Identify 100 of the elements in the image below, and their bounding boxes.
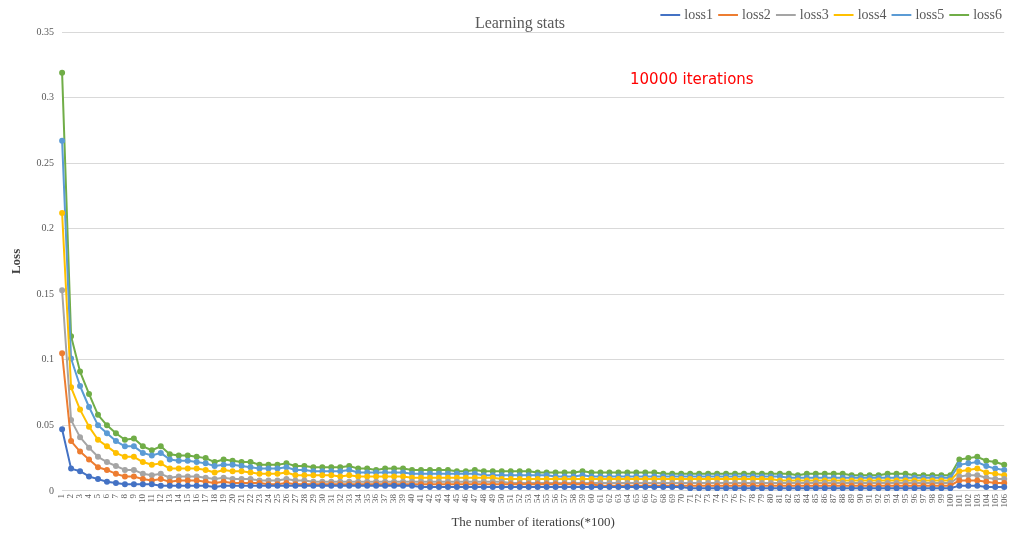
x-tick-label: 70 xyxy=(675,493,686,503)
x-tick-label: 22 xyxy=(244,493,255,503)
y-tick-label: 0.3 xyxy=(41,91,55,103)
x-tick-label: 45 xyxy=(451,493,462,503)
legend-label: loss4 xyxy=(857,6,887,22)
x-tick-label: 57 xyxy=(558,493,569,503)
y-tick-label: 0.35 xyxy=(36,25,55,37)
x-tick-label: 8 xyxy=(119,493,130,499)
x-tick-label: 79 xyxy=(756,493,767,503)
y-tick-label: 0.15 xyxy=(36,287,55,299)
x-tick-label: 19 xyxy=(217,493,228,503)
chart-title: Learning stats xyxy=(473,14,567,32)
x-tick-label: 4 xyxy=(83,493,94,499)
legend-label: loss5 xyxy=(915,6,945,22)
x-tick-label: 92 xyxy=(872,493,883,503)
x-tick-label: 104 xyxy=(980,493,991,508)
legend-label: loss6 xyxy=(973,6,1003,22)
x-tick-label: 73 xyxy=(702,493,713,503)
x-tick-label: 10 xyxy=(137,493,148,503)
x-tick-label: 31 xyxy=(325,493,336,503)
x-tick-label: 47 xyxy=(469,493,480,503)
x-tick-label: 106 xyxy=(998,493,1009,508)
x-tick-label: 53 xyxy=(523,493,534,503)
x-tick-label: 20 xyxy=(226,493,237,503)
x-tick-label: 39 xyxy=(397,493,408,503)
x-tick-label: 95 xyxy=(899,493,910,503)
x-tick-label: 99 xyxy=(935,493,946,503)
x-tick-label: 51 xyxy=(505,493,516,503)
x-tick-label: 85 xyxy=(810,493,821,503)
x-tick-label: 46 xyxy=(460,493,471,503)
x-axis-title: The number of iterations(*100) xyxy=(451,513,615,529)
x-tick-label: 62 xyxy=(603,493,614,503)
x-tick-label: 16 xyxy=(191,493,202,503)
x-tick-label: 54 xyxy=(532,493,542,503)
x-tick-label: 18 xyxy=(208,493,219,503)
x-tick-label: 91 xyxy=(863,493,874,503)
x-tick-label: 30 xyxy=(316,493,327,503)
x-tick-label: 90 xyxy=(855,493,865,503)
x-tick-label: 27 xyxy=(289,493,300,503)
y-tick-label: 0.05 xyxy=(36,418,55,430)
x-tick-label: 3 xyxy=(74,493,85,499)
x-tick-label: 102 xyxy=(962,493,973,508)
x-tick-label: 43 xyxy=(433,493,444,503)
x-tick-label: 71 xyxy=(684,493,695,503)
x-tick-label: 48 xyxy=(478,493,489,503)
x-tick-label: 88 xyxy=(837,493,848,503)
x-tick-label: 36 xyxy=(370,493,381,503)
x-tick-label: 67 xyxy=(648,493,659,503)
y-tick-label: 0.1 xyxy=(41,353,55,365)
x-tick-label: 82 xyxy=(783,493,794,503)
x-tick-label: 69 xyxy=(666,493,677,503)
x-tick-label: 101 xyxy=(953,493,964,508)
x-tick-label: 63 xyxy=(612,493,623,503)
x-tick-label: 105 xyxy=(989,493,1000,508)
x-tick-label: 11 xyxy=(146,493,157,503)
y-tick-label: 0 xyxy=(49,484,55,496)
x-tick-label: 81 xyxy=(774,493,785,503)
x-tick-label: 89 xyxy=(846,493,857,503)
x-tick-label: 1 xyxy=(56,493,67,499)
x-tick-label: 86 xyxy=(819,493,830,503)
x-tick-label: 13 xyxy=(164,493,175,503)
x-tick-label: 78 xyxy=(747,493,758,503)
x-tick-label: 6 xyxy=(101,493,112,499)
x-tick-label: 96 xyxy=(908,493,919,503)
x-tick-label: 68 xyxy=(657,493,668,503)
x-tick-label: 87 xyxy=(828,493,839,503)
x-tick-label: 84 xyxy=(801,493,812,503)
x-tick-label: 32 xyxy=(334,493,345,503)
x-tick-label: 29 xyxy=(307,493,318,503)
x-tick-label: 7 xyxy=(110,493,121,499)
x-tick-label: 26 xyxy=(280,493,291,503)
x-tick-label: 77 xyxy=(738,493,749,503)
legend-label: loss2 xyxy=(742,6,771,22)
annotation: 10000 iterations xyxy=(630,70,754,88)
x-tick-label: 37 xyxy=(379,493,390,503)
x-tick-label: 74 xyxy=(711,493,722,503)
x-tick-label: 21 xyxy=(235,493,246,503)
x-tick-label: 55 xyxy=(540,493,551,503)
x-tick-label: 100 xyxy=(944,493,955,508)
x-tick-label: 59 xyxy=(576,493,587,503)
x-tick-label: 56 xyxy=(549,493,560,503)
x-tick-label: 41 xyxy=(415,493,426,503)
x-tick-label: 52 xyxy=(514,493,525,503)
x-tick-label: 44 xyxy=(442,493,453,503)
x-tick-label: 66 xyxy=(639,493,650,503)
x-tick-label: 97 xyxy=(917,493,928,503)
x-tick-label: 14 xyxy=(173,493,184,503)
legend-label: loss3 xyxy=(799,6,829,22)
x-tick-label: 83 xyxy=(792,493,803,503)
x-tick-label: 34 xyxy=(352,493,363,503)
x-tick-label: 23 xyxy=(253,493,264,503)
x-tick-label: 75 xyxy=(720,493,731,503)
x-tick-label: 28 xyxy=(298,493,309,503)
x-tick-label: 9 xyxy=(128,493,139,499)
x-tick-label: 98 xyxy=(926,493,937,503)
x-tick-label: 38 xyxy=(388,493,399,503)
x-tick-label: 80 xyxy=(765,493,776,503)
x-tick-label: 24 xyxy=(262,493,273,503)
x-tick-label: 25 xyxy=(271,493,282,503)
x-tick-label: 65 xyxy=(630,493,641,503)
